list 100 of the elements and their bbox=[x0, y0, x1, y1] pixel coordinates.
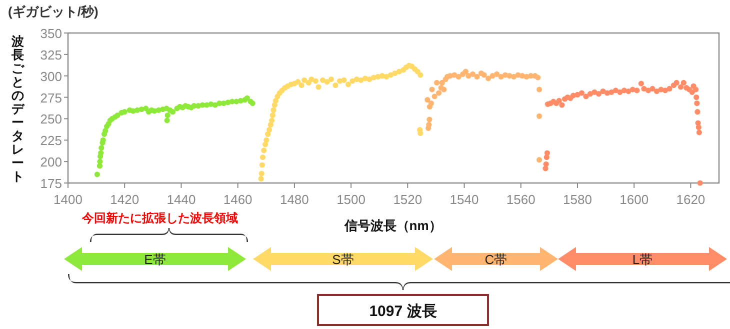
point bbox=[694, 109, 700, 115]
text: C帯 bbox=[484, 252, 508, 267]
text: L帯 bbox=[632, 252, 653, 267]
point bbox=[462, 68, 468, 74]
x-tick-label: 1480 bbox=[280, 192, 309, 207]
point bbox=[596, 91, 602, 97]
point bbox=[666, 86, 672, 92]
point bbox=[697, 180, 703, 186]
point bbox=[320, 77, 326, 83]
point bbox=[536, 157, 542, 163]
point bbox=[266, 127, 272, 133]
point bbox=[426, 116, 432, 122]
point bbox=[100, 137, 106, 143]
point bbox=[692, 86, 699, 92]
text: 波長ごとのデータレート bbox=[12, 34, 24, 184]
x-tick-label: 1600 bbox=[620, 192, 649, 207]
point bbox=[122, 109, 128, 115]
point bbox=[696, 130, 702, 136]
point bbox=[434, 80, 440, 86]
y-tick-label: 325 bbox=[40, 47, 62, 62]
point bbox=[436, 90, 442, 96]
point bbox=[260, 154, 266, 160]
point bbox=[102, 128, 108, 134]
point bbox=[536, 86, 542, 92]
point bbox=[645, 88, 652, 94]
x-tick-label: 1540 bbox=[450, 192, 479, 207]
point bbox=[270, 107, 276, 113]
text: E帯 bbox=[144, 252, 166, 267]
point bbox=[97, 158, 103, 164]
point bbox=[258, 176, 264, 182]
y-tick-label: 300 bbox=[40, 68, 62, 84]
point bbox=[556, 98, 562, 104]
point bbox=[302, 77, 308, 83]
point bbox=[114, 112, 120, 118]
point bbox=[429, 86, 435, 92]
point bbox=[654, 88, 660, 94]
point bbox=[535, 74, 541, 80]
point bbox=[559, 102, 565, 108]
text: 今回新たに拡張した波長領域 bbox=[81, 211, 238, 225]
point bbox=[98, 150, 104, 156]
point bbox=[470, 71, 476, 77]
x-axis-title: 信号波長（nm） bbox=[343, 218, 442, 233]
point bbox=[481, 72, 487, 78]
point bbox=[578, 90, 585, 96]
point bbox=[261, 148, 267, 154]
point bbox=[392, 70, 398, 76]
point bbox=[694, 94, 700, 100]
point bbox=[265, 131, 271, 137]
point bbox=[316, 84, 322, 90]
x-tick-label: 1440 bbox=[166, 192, 196, 207]
y-tick-label: 200 bbox=[40, 154, 62, 170]
point bbox=[170, 109, 176, 115]
point bbox=[583, 94, 589, 100]
point bbox=[638, 80, 644, 86]
point bbox=[439, 80, 445, 86]
point bbox=[345, 82, 352, 88]
point bbox=[680, 80, 686, 86]
point bbox=[298, 82, 304, 88]
y-tick-label: 175 bbox=[40, 176, 62, 191]
point bbox=[328, 76, 334, 82]
point bbox=[543, 161, 549, 167]
x-tick-label: 1520 bbox=[393, 192, 422, 207]
x-tick-label: 1400 bbox=[54, 192, 82, 207]
point bbox=[510, 74, 517, 80]
point bbox=[662, 88, 668, 94]
point bbox=[295, 79, 301, 85]
point bbox=[164, 118, 170, 124]
point bbox=[424, 97, 430, 103]
point bbox=[689, 89, 695, 95]
point bbox=[332, 82, 338, 88]
point bbox=[494, 71, 500, 77]
text: 1097 波長 bbox=[369, 303, 437, 320]
point bbox=[418, 72, 424, 78]
point bbox=[544, 150, 550, 156]
x-tick-label: 1580 bbox=[563, 192, 592, 207]
x-tick-label: 1420 bbox=[110, 192, 140, 207]
point bbox=[592, 89, 598, 95]
point bbox=[264, 137, 270, 143]
point bbox=[474, 74, 480, 80]
point bbox=[650, 86, 656, 92]
point bbox=[324, 79, 330, 85]
y-tick-label: 250 bbox=[40, 112, 62, 127]
point bbox=[258, 170, 264, 176]
y-tick-label: 225 bbox=[40, 133, 62, 148]
y-tick-label: 275 bbox=[40, 90, 62, 106]
point bbox=[164, 112, 170, 118]
point bbox=[486, 76, 492, 82]
point bbox=[694, 100, 700, 106]
point bbox=[268, 122, 274, 128]
point bbox=[678, 84, 684, 90]
point bbox=[634, 88, 640, 94]
point bbox=[270, 112, 276, 118]
text: S帯 bbox=[332, 252, 354, 267]
x-tick-label: 1500 bbox=[336, 192, 366, 207]
point bbox=[98, 145, 104, 151]
point bbox=[612, 88, 618, 94]
chart-title: (ギガビット/秒) bbox=[8, 4, 98, 19]
y-tick-label: 350 bbox=[40, 26, 62, 41]
point bbox=[432, 94, 438, 100]
point bbox=[94, 172, 100, 178]
